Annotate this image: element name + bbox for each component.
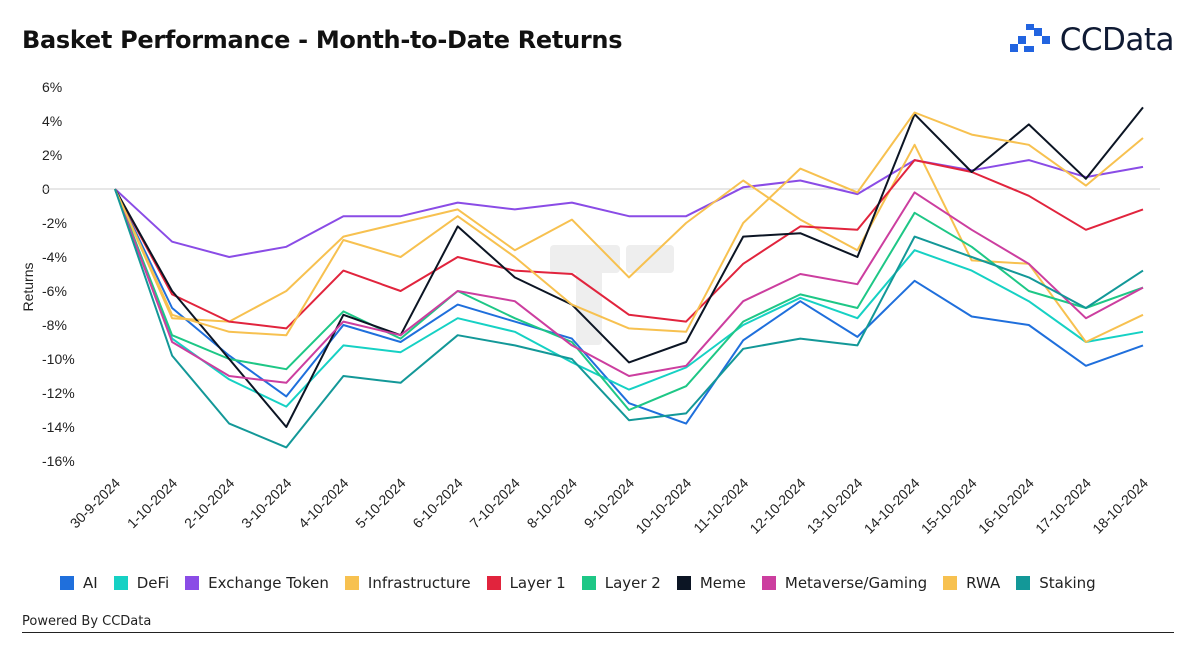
series-line-exchange-token — [114, 159, 1144, 258]
y-tick-label: 4% — [42, 113, 62, 129]
watermark — [550, 245, 674, 345]
legend-swatch — [185, 576, 200, 590]
x-tick-label: 8-10-2024 — [524, 475, 581, 532]
series-line-infrastructure — [114, 143, 1144, 343]
series-line-metaverse-gaming — [114, 188, 1144, 384]
legend-label: DeFi — [136, 574, 170, 592]
chart-title: Basket Performance - Month-to-Date Retur… — [22, 26, 623, 54]
series-line-layer-2 — [114, 188, 1144, 411]
legend-item: RWA — [943, 574, 1000, 592]
x-tick-label: 3-10-2024 — [238, 475, 295, 532]
x-tick-label: 18-10-2024 — [1089, 475, 1151, 537]
brand-logo: CCData — [1009, 22, 1175, 58]
brand-name: CCData — [1059, 22, 1175, 58]
line-chart: Returns 6%4%2%0-2%-4%-6%-8%-10%-12%-14%-… — [20, 79, 1160, 537]
series-line-ai — [114, 188, 1144, 425]
x-tick-label: 30-9-2024 — [67, 475, 124, 532]
y-tick-label: -10% — [42, 351, 75, 367]
series-line-layer-1 — [114, 159, 1144, 330]
series-line-meme — [114, 106, 1144, 428]
legend-item: Infrastructure — [344, 574, 471, 592]
y-tick-label: -2% — [42, 215, 67, 231]
x-tick-label: 17-10-2024 — [1032, 475, 1094, 537]
y-tick-label: 6% — [42, 79, 62, 95]
y-tick-label: -6% — [42, 283, 67, 299]
y-tick-label: -16% — [42, 453, 75, 469]
x-tick-label: 14-10-2024 — [861, 475, 923, 537]
legend-swatch — [113, 576, 128, 590]
y-tick-label: -14% — [42, 419, 75, 435]
x-tick-label: 10-10-2024 — [632, 475, 694, 537]
legend-label: Infrastructure — [367, 574, 471, 592]
legend-swatch — [761, 576, 776, 590]
legend-label: Layer 1 — [509, 574, 566, 592]
y-axis-label: Returns — [20, 262, 36, 311]
x-tick-label: 6-10-2024 — [409, 475, 466, 532]
legend-label: RWA — [966, 574, 1001, 592]
footer-divider — [22, 632, 1174, 633]
x-tick-label: 11-10-2024 — [690, 475, 751, 536]
x-tick-label: 2-10-2024 — [181, 475, 238, 532]
legend-item: Layer 1 — [486, 574, 566, 592]
legend-swatch — [486, 576, 501, 590]
ccdata-logo-icon — [1009, 24, 1050, 52]
y-axis-ticks: 6%4%2%0-2%-4%-6%-8%-10%-12%-14%-16% — [42, 79, 75, 469]
series-line-staking — [114, 188, 1144, 449]
legend-item: Exchange Token — [185, 574, 329, 592]
legend-label: AI — [83, 574, 98, 592]
y-tick-label: -12% — [42, 385, 75, 401]
legend-swatch — [581, 576, 596, 590]
series-lines — [114, 106, 1144, 449]
legend-swatch — [676, 576, 691, 590]
footer-credit: Powered By CCData — [22, 614, 152, 629]
series-line-rwa — [114, 111, 1144, 337]
x-tick-label: 7-10-2024 — [466, 475, 523, 532]
y-tick-label: -4% — [42, 249, 67, 265]
legend-swatch — [1016, 576, 1031, 590]
legend-label: Meme — [699, 574, 746, 592]
series-line-defi — [114, 188, 1144, 408]
legend-item: Meme — [676, 574, 746, 592]
legend-label: Exchange Token — [208, 574, 329, 592]
x-tick-label: 15-10-2024 — [918, 475, 980, 537]
legend-item: Metaverse/Gaming — [761, 574, 928, 592]
x-tick-label: 9-10-2024 — [581, 475, 638, 532]
legend-swatch — [344, 576, 359, 590]
y-tick-label: -8% — [42, 317, 67, 333]
chart-legend: AI DeFi Exchange Token Infrastructure Layer … — [60, 574, 1112, 592]
legend-item: Staking — [1016, 574, 1096, 592]
x-tick-label: 12-10-2024 — [746, 475, 808, 537]
x-tick-label: 1-10-2024 — [124, 475, 181, 532]
legend-label: Staking — [1039, 574, 1096, 592]
legend-item: AI — [60, 574, 98, 592]
x-tick-label: 16-10-2024 — [975, 475, 1037, 537]
y-tick-label: 2% — [42, 147, 62, 163]
x-axis-ticks: 30-9-2024 1-10-2024 2-10-2024 3-10-2024 4-10… — [67, 475, 1152, 537]
x-tick-label: 5-10-2024 — [352, 475, 409, 532]
y-axis-title: Returns — [20, 262, 36, 311]
legend-item: Layer 2 — [581, 574, 661, 592]
legend-label: Layer 2 — [604, 574, 661, 592]
legend-item: DeFi — [113, 574, 170, 592]
legend-label: Metaverse/Gaming — [784, 574, 928, 592]
legend-swatch — [943, 576, 958, 590]
legend-swatch — [60, 576, 74, 590]
x-tick-label: 4-10-2024 — [295, 475, 352, 532]
x-tick-label: 13-10-2024 — [804, 475, 866, 537]
